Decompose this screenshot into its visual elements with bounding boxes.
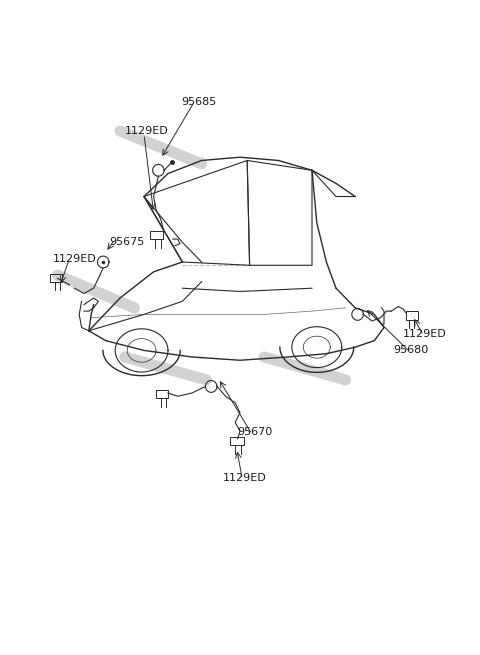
- Text: 95685: 95685: [181, 96, 217, 107]
- Text: 1129ED: 1129ED: [52, 253, 96, 264]
- Text: 1129ED: 1129ED: [223, 473, 267, 483]
- Bar: [230, 437, 244, 445]
- Bar: [406, 311, 418, 320]
- Bar: [156, 390, 168, 398]
- Bar: [150, 231, 163, 239]
- Text: 95675: 95675: [109, 237, 145, 248]
- Text: 95670: 95670: [237, 427, 272, 438]
- Bar: [50, 274, 62, 282]
- Text: 95680: 95680: [393, 345, 428, 356]
- Text: 1129ED: 1129ED: [124, 126, 168, 136]
- Text: 1129ED: 1129ED: [403, 329, 447, 339]
